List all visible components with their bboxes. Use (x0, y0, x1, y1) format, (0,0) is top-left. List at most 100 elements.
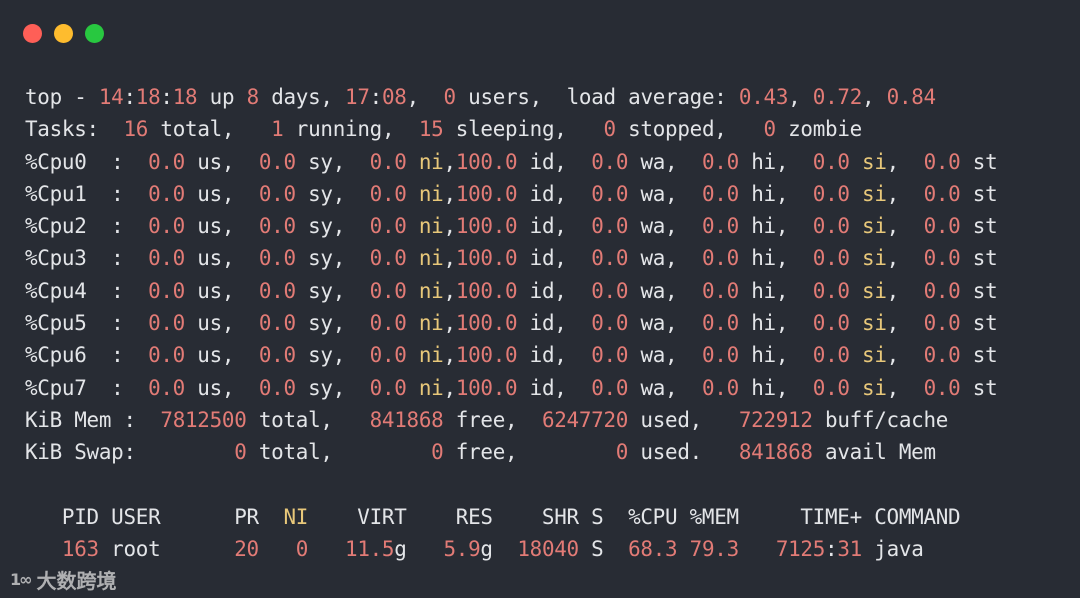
terminal-value: 5.9 (443, 537, 481, 562)
terminal-text: sy, (295, 181, 358, 206)
terminal-text: hi, (738, 375, 801, 400)
terminal-text: , (443, 278, 457, 303)
terminal-value: 11.5 (345, 537, 395, 562)
terminal-value: 722912 (738, 407, 813, 432)
terminal-text: , (443, 246, 457, 271)
terminal-line: 163 root 20 0 11.5g 5.9g 18040 S 68.3 79… (25, 533, 997, 565)
terminal-text: , (443, 375, 457, 400)
terminal-text: us, (185, 181, 247, 206)
terminal-text: sy, (295, 311, 358, 336)
terminal-value: 100.0 (455, 343, 518, 368)
terminal-text: free, (443, 440, 616, 465)
terminal-value: 0.0 (135, 246, 185, 271)
terminal-text (407, 376, 419, 400)
terminal-text: sy, (295, 375, 358, 400)
terminal-value: 0.0 (578, 246, 629, 271)
terminal-value: si (862, 278, 887, 303)
terminal-value: 100.0 (455, 181, 518, 206)
terminal-value: 0.0 (689, 246, 739, 271)
terminal-value: 0.43 (738, 85, 789, 109)
terminal-text: wa, (628, 343, 690, 368)
terminal-line: Tasks: 16 total, 1 running, 15 sleeping,… (25, 113, 997, 145)
terminal-value: 08 (381, 85, 407, 109)
terminal-value: 0.0 (911, 278, 961, 303)
terminal-text: , (862, 85, 887, 109)
terminal-value: ni (418, 149, 444, 174)
terminal-line: %Cpu6 : 0.0 us, 0.0 sy, 0.0 ni,100.0 id,… (25, 339, 998, 371)
terminal-text: users, load average: (455, 85, 739, 109)
terminal-text: st (960, 343, 998, 368)
terminal-value: 0.0 (689, 375, 739, 400)
terminal-value: 0.0 (911, 311, 961, 336)
terminal-value: 0.0 (800, 375, 850, 400)
terminal-text: hi, (738, 246, 801, 271)
terminal-value: 0.0 (911, 181, 961, 206)
terminal-value: 0.0 (911, 375, 961, 400)
terminal-value: 0.0 (246, 375, 296, 400)
terminal-text (850, 182, 862, 206)
terminal-value: ni (418, 343, 444, 368)
terminal-line: top - 14:18:18 up 8 days, 17:08, 0 users… (25, 81, 997, 113)
terminal-text: wa, (628, 311, 690, 336)
terminal-text: up (197, 85, 247, 109)
terminal-value: 841868 (369, 407, 444, 432)
terminal-text (407, 279, 419, 303)
terminal-value: 0.84 (886, 85, 937, 109)
terminal-value: 0.0 (911, 246, 961, 271)
close-button[interactable] (23, 24, 42, 43)
terminal-value: 0.0 (578, 375, 629, 400)
terminal-text (407, 311, 419, 335)
terminal-value: 0 (431, 440, 444, 465)
minimize-button[interactable] (54, 24, 73, 43)
terminal-text: us, (185, 278, 247, 303)
terminal-line: KiB Swap: 0 total, 0 free, 0 used. 84186… (25, 436, 997, 468)
terminal-text: , (443, 149, 457, 174)
terminal-value: 100.0 (455, 311, 518, 336)
terminal-text: : (369, 85, 383, 109)
terminal-value: si (862, 343, 887, 368)
terminal-text: sy, (295, 278, 358, 303)
terminal-text (407, 214, 419, 238)
terminal-value: 0.0 (578, 343, 629, 368)
terminal-line: %Cpu1 : 0.0 us, 0.0 sy, 0.0 ni,100.0 id,… (25, 178, 998, 210)
terminal-value: si (862, 149, 887, 174)
terminal-value: 0.0 (689, 343, 739, 368)
terminal-text: wa, (628, 246, 690, 271)
terminal-value: 0.0 (246, 278, 296, 303)
terminal-text (25, 537, 62, 561)
terminal-text: , (788, 85, 813, 109)
terminal-value: 18 (135, 85, 161, 109)
terminal-text: id, (517, 149, 579, 174)
terminal-value: 0.0 (135, 181, 185, 206)
terminal-text: , (886, 311, 912, 336)
terminal-text (308, 537, 345, 561)
terminal-text: wa, (628, 181, 690, 206)
maximize-button[interactable] (85, 24, 104, 43)
terminal-text: us, (185, 375, 247, 400)
terminal-text: used. (628, 440, 739, 465)
terminal-text: id, (517, 343, 579, 368)
terminal-value: 0.0 (357, 149, 407, 174)
terminal-value: 0.0 (578, 214, 629, 239)
terminal-value: 0.0 (689, 214, 739, 239)
terminal-text: root (98, 537, 235, 562)
terminal-text: sy, (295, 214, 358, 239)
terminal-text: hi, (738, 149, 801, 174)
terminal-value: 0.0 (800, 181, 850, 206)
terminal-text: sy, (295, 246, 358, 271)
terminal-text: VIRT RES SHR S %CPU %MEM TIME+ COMMAND (308, 504, 961, 529)
terminal-value: 0.0 (911, 149, 961, 174)
terminal-value: 163 (61, 537, 99, 562)
terminal-value: 0.0 (246, 181, 296, 206)
terminal-text: %Cpu1 : (25, 181, 136, 206)
terminal-value: 0.0 (578, 311, 629, 336)
terminal-text: PID USER PR (25, 504, 284, 529)
terminal-value: 0.0 (689, 181, 739, 206)
terminal-value: 0.0 (135, 375, 185, 400)
terminal-value: 100.0 (455, 149, 518, 174)
terminal-text: st (960, 181, 998, 206)
terminal-text: : (123, 85, 136, 109)
terminal-value: 0.0 (246, 311, 296, 336)
terminal-text: avail Mem (812, 440, 936, 465)
terminal-value: 18040 (517, 537, 579, 562)
